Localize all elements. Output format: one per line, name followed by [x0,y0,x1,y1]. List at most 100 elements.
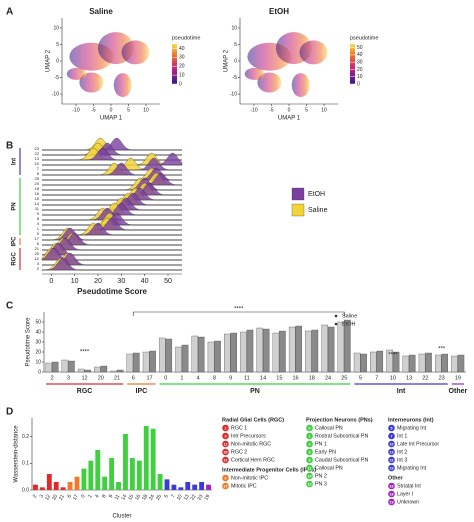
legend-label: EtOH [342,321,355,327]
y-tick-label: 50 [35,319,41,325]
significance-label: **** [80,350,90,356]
legend-label: Int 1 [397,433,407,439]
bar [376,350,384,373]
legend-badge [222,448,229,456]
y-tick-label: -10 [230,91,237,97]
density-ridge [42,182,182,196]
cell-cloud [257,72,282,93]
y-tick-label: -5 [55,75,60,81]
x-tick-label: 18 [309,375,315,381]
legend-id: 1 [309,434,311,438]
density-ridge [42,172,182,186]
y-tick-label: 40 [35,329,41,335]
legend-id: 3 [225,434,227,438]
legend-group-title: Interneurons (Int) [388,417,434,423]
y-tick-label: 10 [231,25,237,31]
bar [68,360,75,373]
x-tick-label: 17 [72,493,80,501]
density-ridge [42,187,182,201]
y-tick-label: 5 [56,42,59,48]
density-ridge [42,252,182,266]
legend-id: 13 [390,450,394,454]
bar [386,349,393,373]
y-tick-label: -5 [233,75,238,81]
x-tick-label: 19 [203,493,211,501]
group-label: Int [397,388,406,395]
significance-bracket [132,311,345,316]
density-ridge [42,147,182,161]
x-tick-label: 1 [180,375,183,381]
legend-badge [222,456,229,464]
legend-id: 20 [224,450,228,454]
group-label: Int [12,158,18,165]
x-tick-label: 15 [276,375,282,381]
legend-marker [334,314,338,318]
bar [116,369,124,373]
bar [143,426,149,490]
x-tick-label: 6 [132,375,135,381]
chart-title: EtOH [269,7,289,16]
y-tick-label: 21 [35,246,40,251]
legend-badge [388,482,395,490]
legend-id: 6 [225,476,227,480]
x-tick-label: 10 [176,493,184,501]
y-tick-label: 0 [234,58,237,64]
bar [46,474,52,490]
x-tick-label: 15 [127,493,135,501]
x-tick-label: 24 [325,375,331,381]
legend-id: 11 [308,466,312,470]
panel-label: B [6,141,13,152]
legend-group-title: Projection Neurons (PNs) [306,417,373,423]
legend-badge [306,432,313,440]
bar [77,368,85,373]
legend-badge [222,440,229,448]
legend-label: Non-mitotic RGC [231,441,271,447]
x-tick-label: 10 [390,375,396,381]
legend-id: 10 [390,442,394,446]
x-axis-label: Cluster [112,514,131,520]
bar [192,484,198,490]
legend-id: 19 [390,500,394,504]
legend-label: Striatal Int [397,483,421,489]
panel-label: A [6,7,13,18]
y-tick-label: 1 [37,226,40,231]
x-axis-label: UMAP 1 [100,116,123,122]
legend-id: 14 [308,474,312,478]
legend-id: 7 [391,434,393,438]
legend-label: Cortical Hem RGC [231,457,275,463]
legend-id: 0 [309,426,311,430]
bar [142,351,150,373]
y-tick-label: 10 [35,359,41,365]
cell-cloud [244,67,265,80]
x-tick-label: 30 [117,278,125,285]
cell-cloud [121,40,150,65]
density-ridge [42,202,182,216]
x-tick-label: 13 [183,493,191,501]
legend-label: EtOH [308,191,325,198]
y-tick-label: 3 [37,261,40,266]
cell-cloud [299,40,328,65]
legend-badge [306,456,313,464]
legend-label: Early PN [315,449,336,455]
legend-label: Rostral Subcortical PN [315,433,368,439]
legend-id: 2 [225,426,227,430]
x-tick-label: 11 [244,375,250,381]
bar [33,484,38,490]
x-tick-label: 20 [98,375,104,381]
x-tick-label: 3 [39,493,46,499]
colorbar [172,44,177,84]
x-tick-label: 21 [58,493,66,501]
legend-label: Saline [308,207,328,214]
bar [39,487,45,490]
x-tick-label: 2 [51,375,54,381]
bar [102,476,108,490]
bar [392,351,400,373]
bar [262,328,270,373]
x-tick-label: -5 [269,107,274,113]
x-tick-label: 25 [155,493,163,501]
x-tick-label: 16 [293,375,299,381]
x-tick-label: 11 [114,493,122,501]
bar [175,346,182,373]
bar [457,354,465,373]
